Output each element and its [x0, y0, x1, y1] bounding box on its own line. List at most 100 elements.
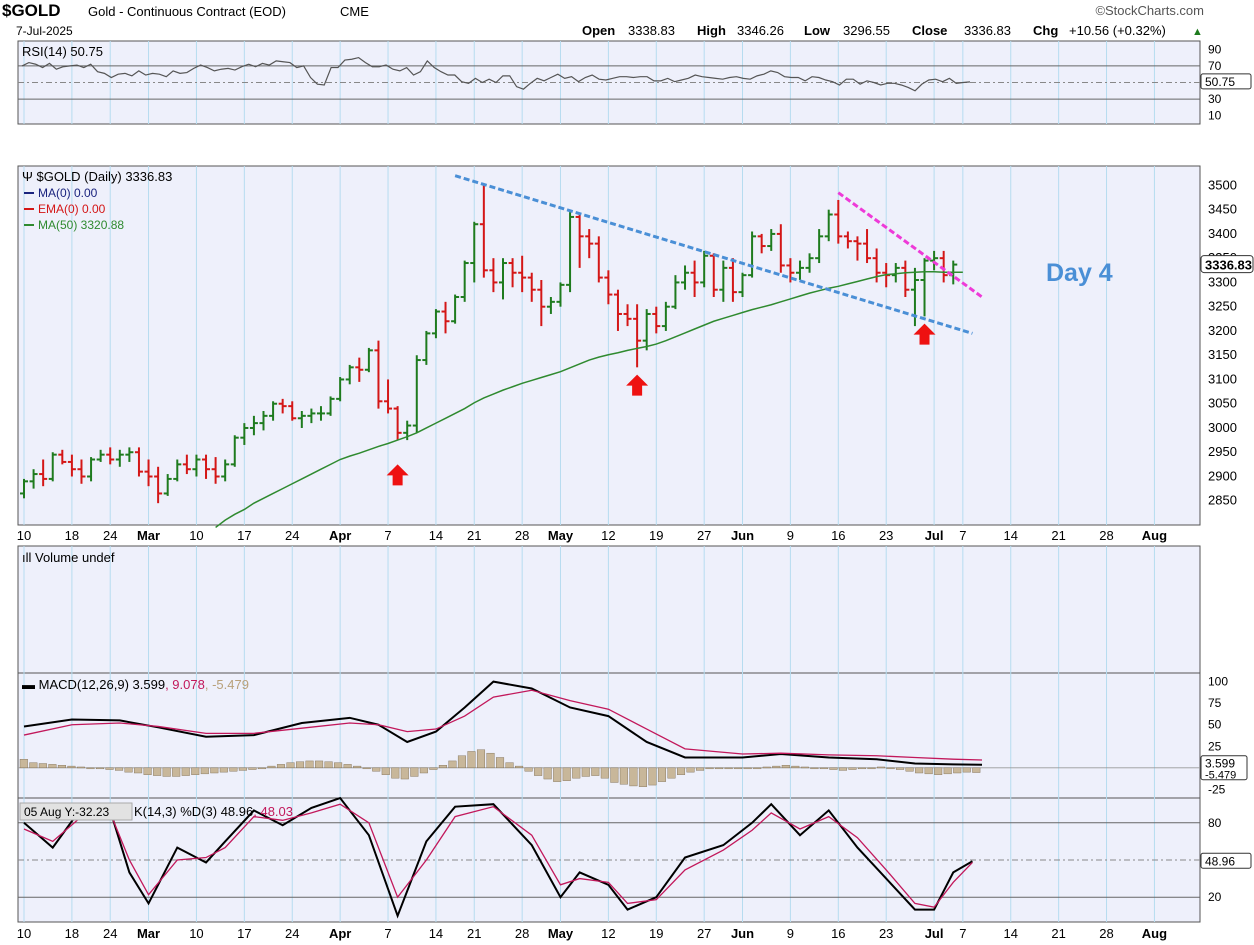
x-tick-label: 14: [1004, 926, 1018, 941]
macd-histogram-bar: [515, 765, 524, 769]
price-bar: [259, 410, 268, 431]
x-tick-label: 19: [649, 926, 663, 941]
x-tick-label: 10: [189, 926, 203, 941]
price-y-tick: 2950: [1208, 444, 1237, 459]
macd-histogram-bar: [724, 767, 733, 770]
price-bar: [20, 478, 28, 499]
stoch-last-value: 48.96: [1205, 854, 1235, 868]
macd-histogram-bar: [791, 765, 800, 769]
up-arrow-icon: ▲: [1192, 26, 1203, 38]
rsi-line: [21, 56, 971, 92]
price-bar: [441, 301, 450, 334]
price-y-tick: 2850: [1208, 493, 1237, 508]
price-bar: [508, 258, 517, 288]
macd-histogram-bar: [677, 767, 686, 775]
macd-histogram-bar: [191, 767, 200, 775]
macd-histogram-bar: [86, 767, 95, 770]
price-panel: [17, 165, 1201, 526]
macd-histogram-bar: [95, 767, 105, 770]
price-bar: [460, 260, 469, 302]
x-tick-label: 12: [601, 926, 615, 941]
price-y-tick: 3200: [1208, 323, 1237, 338]
x-tick-label: 21: [1051, 926, 1065, 941]
price-last-value: 3336.83: [1205, 258, 1252, 273]
macd-histogram-bar: [696, 767, 705, 771]
price-bar: [384, 379, 393, 414]
x-tick-label: 24: [285, 528, 299, 543]
close-label: Close: [912, 23, 947, 38]
price-bar: [211, 457, 220, 484]
close-value: 3336.83: [964, 23, 1011, 38]
price-bar: [29, 469, 38, 489]
x-tick-label: 23: [879, 528, 893, 543]
macd-histogram-bar: [57, 765, 66, 769]
exchange-label: CME: [340, 4, 369, 19]
macd-histogram-bar: [610, 767, 619, 783]
macd-histogram-bar: [381, 767, 390, 775]
price-bar: [316, 406, 325, 421]
macd-histogram-bar: [305, 760, 314, 769]
macd-histogram-bar: [657, 767, 666, 782]
macd-histogram-bar: [705, 767, 714, 770]
price-bar: [134, 447, 143, 477]
macd-histogram-bar: [553, 767, 562, 782]
x-tick-label: 28: [1099, 528, 1113, 543]
x-tick-label: 24: [103, 926, 117, 941]
price-y-tick: 3500: [1208, 177, 1237, 192]
macd-histogram-bar: [962, 767, 971, 773]
signal-legend-value: , 9.078: [165, 677, 205, 692]
stoch-k-legend: K(14,3) %D(3) 48.96: [134, 804, 253, 819]
price-bar: [690, 260, 699, 297]
x-tick-label: 24: [285, 926, 299, 941]
price-bar: [307, 408, 316, 424]
price-bar: [642, 309, 651, 351]
x-tick-label: 18: [65, 528, 79, 543]
x-tick-label: 17: [237, 926, 251, 941]
macd-histogram-bar: [219, 767, 228, 773]
macd-histogram-bar: [286, 762, 295, 769]
macd-histogram-bar: [19, 759, 28, 769]
macd-histogram-bar: [772, 765, 781, 769]
macd-histogram-bar: [343, 764, 352, 769]
price-bar: [891, 263, 900, 283]
macd-histogram-bar: [276, 764, 285, 769]
x-tick-label: 28: [515, 528, 529, 543]
macd-histogram-bar: [534, 767, 543, 776]
x-tick-label: 17: [237, 528, 251, 543]
legend-entry: MA(0) 0.00: [38, 186, 98, 200]
price-bar: [767, 229, 776, 251]
rsi-last-value: 50.75: [1205, 75, 1235, 89]
price-bar: [240, 423, 249, 445]
macd-histogram-bar: [629, 767, 638, 787]
x-tick-label: 14: [429, 528, 443, 543]
macd-line: [23, 680, 983, 766]
macd-y-tick: 25: [1208, 739, 1222, 753]
macd-y-tick: -25: [1208, 782, 1226, 796]
price-bar: [613, 289, 622, 331]
macd-histogram-bar: [315, 760, 324, 769]
macd-y-tick: 75: [1208, 696, 1222, 710]
macd-histogram-bar: [781, 765, 790, 769]
macd-histogram-bar: [819, 767, 828, 770]
macd-histogram-bar: [457, 755, 466, 769]
rsi-y-tick: 10: [1208, 109, 1222, 123]
low-value: 3296.55: [843, 23, 890, 38]
x-tick-label: 27: [697, 926, 711, 941]
macd-histogram-bar: [686, 767, 695, 773]
macd-histogram-bar: [48, 764, 57, 769]
macd-y-tick: 100: [1208, 675, 1228, 689]
price-bar: [863, 229, 872, 264]
stoch-y-tick: 80: [1208, 816, 1222, 830]
macd-histogram-bar: [362, 767, 371, 770]
price-bar: [451, 294, 460, 324]
macd-histogram-bar: [943, 767, 952, 775]
macd-histogram-bar: [734, 767, 743, 770]
price-bar: [336, 377, 345, 402]
macd-legend: ▬ MACD(12,26,9) 3.599, 9.078, -5.479: [22, 677, 249, 692]
stoch-y-tick: 20: [1208, 890, 1222, 904]
macd-histogram-bar: [848, 767, 857, 770]
price-bar: [58, 449, 67, 465]
macd-histogram-bar: [210, 767, 219, 774]
price-y-tick: 3100: [1208, 371, 1237, 386]
price-bar: [815, 229, 824, 264]
